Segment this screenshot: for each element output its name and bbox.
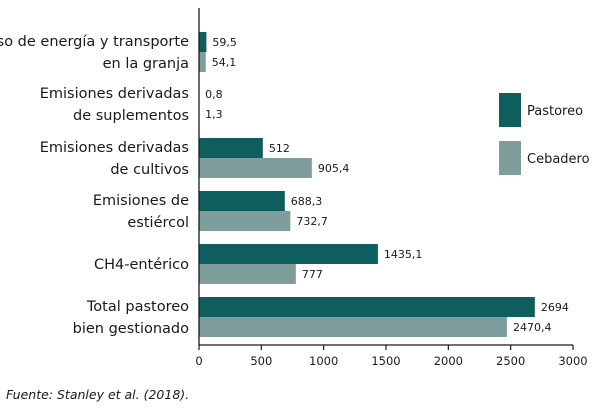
value-label-cebadero-2: 905,4 <box>318 162 350 175</box>
x-tick-label: 3000 <box>558 354 587 368</box>
source-note: Fuente: Stanley et al. (2018). <box>6 387 190 402</box>
bar-cebadero-2 <box>199 158 312 178</box>
value-label-pastoreo-4: 1435,1 <box>384 248 423 261</box>
category-label-1: Emisiones derivadas de suplementos <box>40 86 189 124</box>
legend-swatch-cebadero <box>499 141 521 175</box>
category-label-line: en la granja <box>103 56 189 72</box>
bar-pastoreo-3 <box>199 191 285 211</box>
x-tick-label: 500 <box>250 354 272 368</box>
category-label-line: Uso de energía y transporte <box>0 34 189 50</box>
bar-chart: 59,5 54,1 0,8 1,3 512 905,4 688,3 732,7 1435,1 77… <box>0 8 590 368</box>
category-label-line: bien gestionado <box>73 321 189 337</box>
legend-label-pastoreo: Pastoreo <box>527 104 583 119</box>
category-label-line: Total pastoreo <box>86 299 189 315</box>
bar-pastoreo-5 <box>199 297 535 317</box>
bars-group: 59,5 54,1 0,8 1,3 512 905,4 688,3 732,7 1435,1 77… <box>199 32 569 337</box>
category-label-line: Emisiones de <box>93 193 189 209</box>
category-label-line: Emisiones derivadas <box>40 140 189 156</box>
value-label-pastoreo-2: 512 <box>269 142 290 155</box>
category-label-5: Total pastoreo bien gestionado <box>73 299 190 337</box>
x-tick-label: 2000 <box>434 354 463 368</box>
category-label-0: Uso de energía y transporte en la granja <box>0 34 189 72</box>
legend-label-cebadero: Cebadero <box>527 152 590 167</box>
value-label-cebadero-1: 1,3 <box>205 108 223 121</box>
category-label-line: CH4-entérico <box>94 257 189 273</box>
value-label-pastoreo-3: 688,3 <box>291 195 323 208</box>
x-tick-label: 0 <box>195 354 202 368</box>
x-tick-label: 1500 <box>371 354 400 368</box>
bar-cebadero-4 <box>199 264 296 284</box>
legend: Pastoreo Cebadero <box>499 93 590 175</box>
category-label-3: Emisiones de estiércol <box>93 193 189 231</box>
category-label-line: estiércol <box>127 215 189 231</box>
value-label-cebadero-0: 54,1 <box>212 56 237 69</box>
bar-cebadero-5 <box>199 317 507 337</box>
bar-pastoreo-4 <box>199 244 378 264</box>
value-label-cebadero-4: 777 <box>302 268 323 281</box>
x-tick-label: 1000 <box>309 354 338 368</box>
value-label-pastoreo-0: 59,5 <box>212 36 237 49</box>
value-label-pastoreo-1: 0,8 <box>205 88 223 101</box>
category-label-line: Emisiones derivadas <box>40 86 189 102</box>
value-label-cebadero-5: 2470,4 <box>513 321 552 334</box>
bar-pastoreo-2 <box>199 138 263 158</box>
bar-pastoreo-0 <box>199 32 207 52</box>
category-label-line: de suplementos <box>73 108 189 124</box>
legend-swatch-pastoreo <box>499 93 521 127</box>
x-tick-label: 2500 <box>496 354 525 368</box>
bar-cebadero-3 <box>199 211 291 231</box>
bar-cebadero-0 <box>199 52 206 72</box>
x-axis: 0 500 1000 1500 2000 2500 3000 <box>195 8 588 368</box>
category-label-2: Emisiones derivadas de cultivos <box>40 140 189 178</box>
category-label-4: CH4-entérico <box>94 257 189 273</box>
value-label-pastoreo-5: 2694 <box>541 301 569 314</box>
value-label-cebadero-3: 732,7 <box>296 215 328 228</box>
category-label-line: de cultivos <box>110 162 189 178</box>
category-labels: Uso de energía y transporte en la granja E… <box>0 34 189 337</box>
